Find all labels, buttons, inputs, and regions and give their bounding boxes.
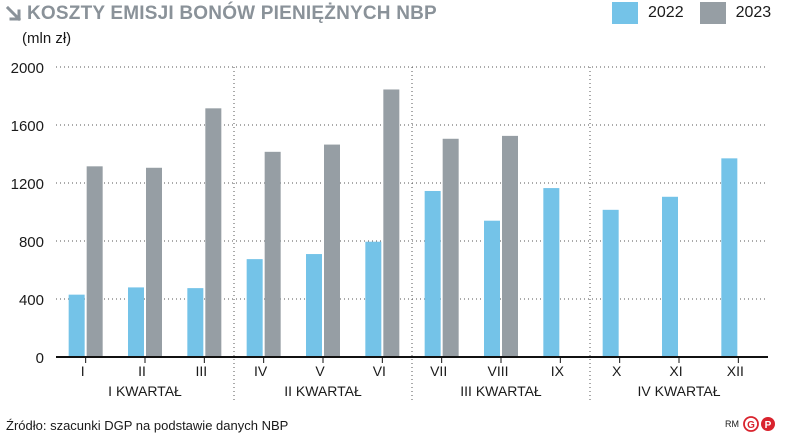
bar-2023-VI [383,89,400,357]
legend-swatch-2022 [612,2,638,24]
y-tick-label: 800 [19,234,44,251]
bar-2022-II [128,287,144,357]
bar-2022-VII [424,190,441,357]
arrow-down-right-icon [6,6,22,22]
y-tick-label: 1600 [11,118,44,135]
x-tick-label: V [315,363,325,379]
bar-2022-IX [543,188,560,357]
bar-2023-II [146,167,162,357]
legend-item-2023: 2023 [699,2,772,24]
x-tick-label: VIII [487,363,508,379]
chart-title: KOSZTY EMISJI BONÓW PIENIĘŻNYCH NBP [27,3,437,24]
y-tick-label: 2000 [11,60,44,77]
y-tick-label: 400 [19,292,44,309]
bar-2023-VIII [502,135,518,357]
legend-label-2022: 2022 [648,4,684,21]
y-tick-label: 0 [36,350,44,367]
credit: RM G P [725,416,777,432]
bar-2023-VII [442,138,459,357]
x-tick-label: IX [551,363,565,379]
logo-letter-g: G [747,420,755,431]
legend-swatch-2023 [699,2,726,24]
bar-2022-I [68,294,85,357]
x-tick-label: XII [727,363,744,379]
quarter-label: IV KWARTAŁ [638,383,721,399]
quarter-label: III KWARTAŁ [460,383,542,399]
x-tick-label: II [138,363,146,379]
bar-2023-IV [264,151,281,357]
quarter-label: II KWARTAŁ [284,383,362,399]
quarter-label: I KWARTAŁ [108,383,182,399]
bar-2022-IV [246,259,263,357]
bar-2023-V [324,144,340,357]
bar-2023-III [205,108,222,357]
x-tick-label: III [195,363,207,379]
x-tick-label: IV [254,363,268,379]
source-note: Źródło: szacunki DGP na podstawie danych… [6,418,289,433]
bar-2022-III [187,288,204,357]
title-row: KOSZTY EMISJI BONÓW PIENIĘŻNYCH NBP [6,3,437,25]
bar-2023-I [86,166,103,357]
bar-2022-VIII [484,220,500,357]
legend-item-2022: 2022 [612,2,684,24]
bar-2022-XII [721,158,738,357]
dgp-logo-icon: G P [743,416,775,432]
bar-2022-X [602,209,619,357]
x-tick-label: I [81,363,85,379]
legend: 2022 2023 [612,2,787,24]
bar-2022-VI [365,241,382,357]
y-tick-label: 1200 [11,176,44,193]
x-tick-label: VI [373,363,386,379]
unit-label: (mln zł) [22,30,72,47]
x-tick-label: XI [669,363,682,379]
bar-2022-XI [662,196,678,357]
bar-2022-V [306,254,322,357]
logo-letter-p: P [765,420,772,431]
author-initials: RM [725,419,739,429]
x-tick-label: X [612,363,622,379]
legend-label-2023: 2023 [735,4,772,21]
x-tick-label: VII [430,363,447,379]
